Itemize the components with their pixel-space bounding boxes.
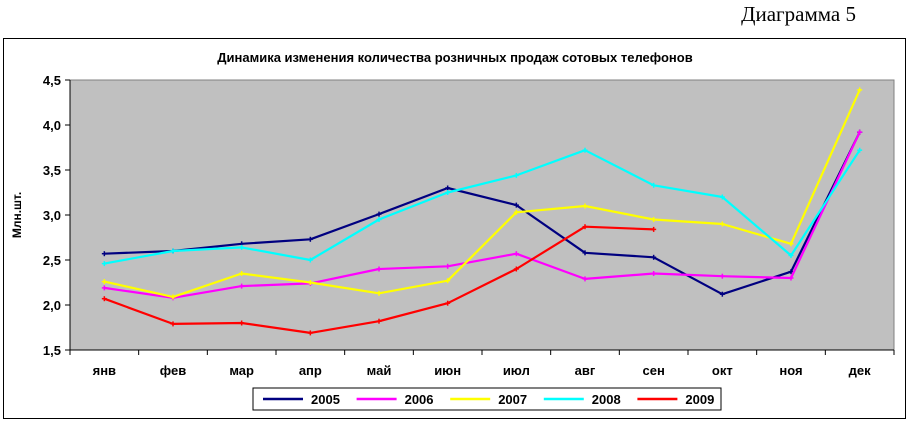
x-tick-label: янв (93, 363, 116, 378)
y-tick-label: 3,5 (43, 163, 61, 178)
chart-title: Динамика изменения количества розничных … (217, 50, 692, 65)
legend-label-2007: 2007 (498, 392, 527, 407)
y-tick-label: 1,5 (43, 343, 61, 358)
y-tick-label: 4,5 (43, 73, 61, 88)
plot-area (69, 79, 895, 351)
x-tick-label: июл (503, 363, 530, 378)
series-2008-line (104, 149, 861, 265)
x-tick-label: сен (643, 363, 665, 378)
y-tick-label: 2,5 (43, 253, 61, 268)
x-tick-label: июн (434, 363, 461, 378)
x-tick-label: ноя (779, 363, 802, 378)
legend-label-2006: 2006 (405, 392, 434, 407)
x-tick-label: мар (229, 363, 254, 378)
legend-label-2005: 2005 (311, 392, 340, 407)
legend-label-2009: 2009 (685, 392, 714, 407)
series-2006-line (104, 131, 861, 299)
y-tick-label: 2,0 (43, 298, 61, 313)
x-tick-label: авг (575, 363, 596, 378)
y-axis-label: Млн.шт. (10, 192, 24, 238)
y-tick-label: 4,0 (43, 118, 61, 133)
x-tick-label: окт (712, 363, 733, 378)
legend: 2005 2006 2007 2008 2009 (252, 387, 722, 411)
series-2005-line (104, 131, 861, 296)
y-tick-label: 3,0 (43, 208, 61, 223)
x-tick-label: апр (299, 363, 322, 378)
x-tick-label: дек (849, 363, 871, 378)
x-tick-label: фев (160, 363, 186, 378)
series-2007-line (104, 89, 861, 298)
figure-caption: Диаграмма 5 (741, 2, 856, 26)
x-tick-label: май (367, 363, 392, 378)
legend-label-2008: 2008 (592, 392, 621, 407)
